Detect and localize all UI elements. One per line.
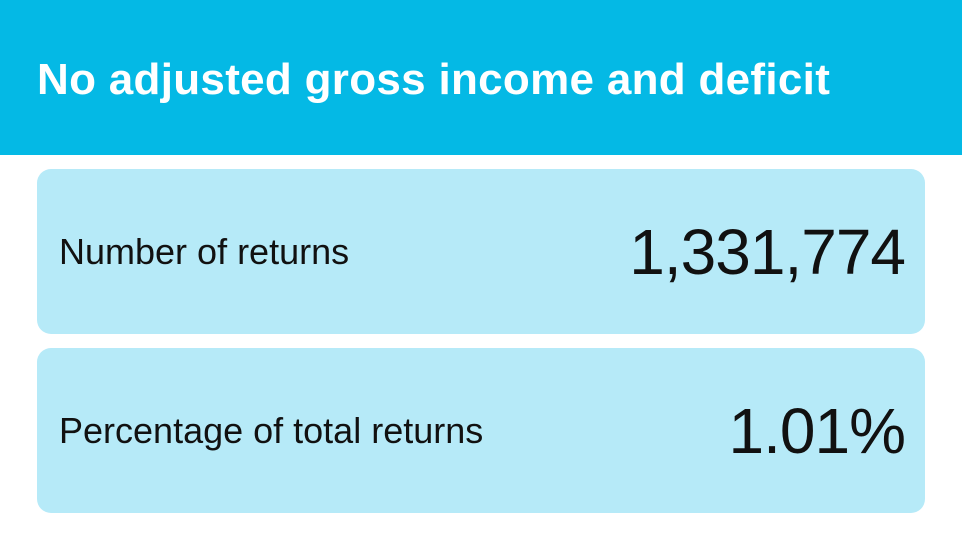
stat-value: 1,331,774 bbox=[629, 215, 906, 288]
header-banner: No adjusted gross income and deficit bbox=[0, 0, 962, 155]
stat-card-number-of-returns: Number of returns 1,331,774 bbox=[37, 169, 925, 334]
stat-label: Percentage of total returns bbox=[59, 409, 484, 451]
page-title: No adjusted gross income and deficit bbox=[37, 55, 831, 104]
stat-card-percentage-of-total-returns: Percentage of total returns 1.01% bbox=[37, 348, 925, 513]
stat-label: Number of returns bbox=[59, 230, 350, 272]
stat-value: 1.01% bbox=[728, 394, 906, 467]
